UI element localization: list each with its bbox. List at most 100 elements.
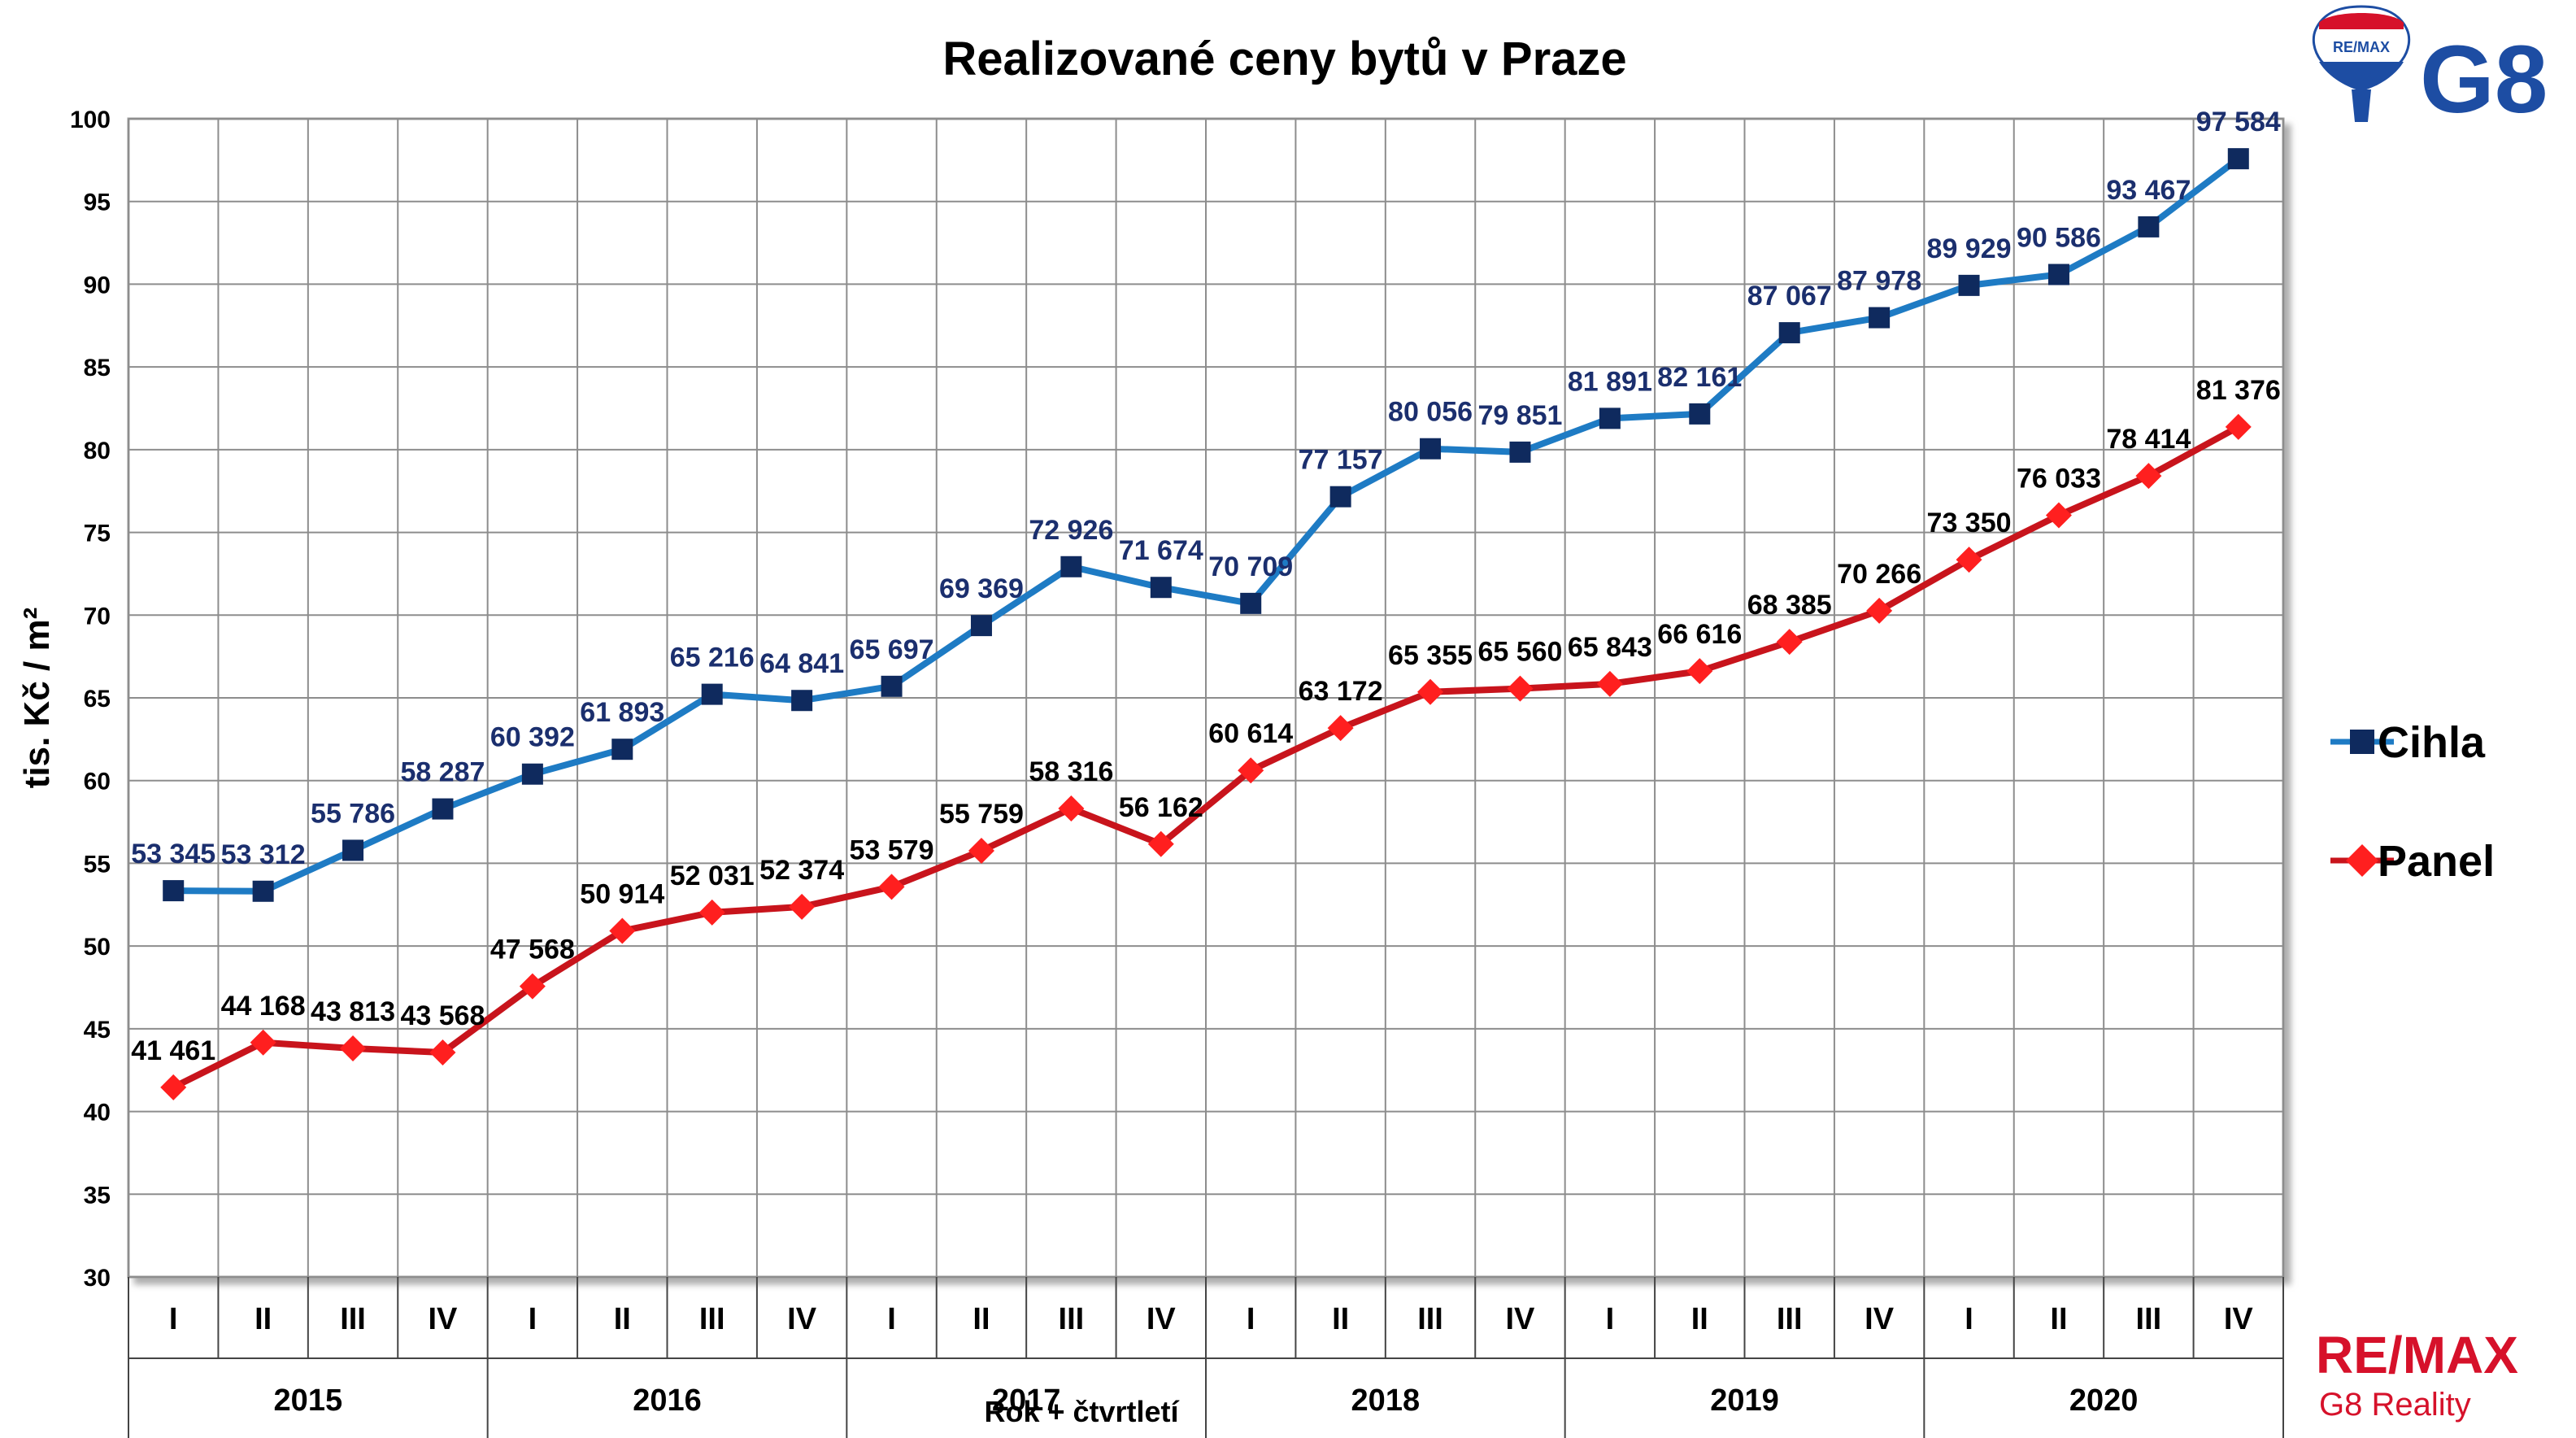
quarter-label: I: [1606, 1302, 1615, 1336]
data-label-cihla: 58 287: [400, 757, 485, 788]
year-label: 2016: [633, 1384, 702, 1418]
quarter-label: I: [1247, 1302, 1255, 1336]
data-label-cihla: 65 697: [850, 634, 934, 665]
y-tick-label: 80: [84, 438, 111, 464]
data-label-panel: 55 759: [939, 799, 1024, 830]
year-label: 2020: [2069, 1384, 2139, 1418]
data-point-cihla: [2227, 148, 2249, 170]
data-point-panel: [340, 1035, 367, 1062]
g8-reality-logo: G8 Reality: [2319, 1387, 2471, 1423]
year-label: 2015: [274, 1384, 343, 1418]
data-point-panel: [1866, 597, 1893, 624]
data-point-panel: [1776, 629, 1803, 656]
x-axis-title: Rok + čtvrtletí: [984, 1395, 1179, 1428]
data-label-cihla: 55 786: [311, 798, 395, 829]
data-point-cihla: [1509, 441, 1531, 463]
data-point-cihla: [2047, 264, 2069, 285]
data-label-panel: 53 579: [850, 834, 934, 865]
series-lines: [172, 155, 2241, 1091]
data-label-cihla: 93 467: [2106, 175, 2191, 206]
data-label-cihla: 87 067: [1747, 281, 1832, 312]
data-point-panel: [519, 973, 546, 1000]
data-point-panel: [429, 1039, 456, 1065]
data-label-cihla: 65 216: [670, 643, 755, 673]
data-label-cihla: 69 369: [939, 573, 1024, 604]
data-label-cihla: 79 851: [1477, 400, 1562, 431]
quarter-label: II: [614, 1302, 631, 1336]
quarter-label: III: [1777, 1302, 1803, 1336]
y-tick-label: 35: [84, 1182, 111, 1209]
data-point-panel: [1596, 670, 1623, 697]
data-point-cihla: [1060, 556, 1082, 577]
legend-label-panel: Panel: [2378, 837, 2495, 886]
data-point-panel: [878, 874, 905, 900]
year-label: 2019: [1710, 1384, 1779, 1418]
data-label-panel: 76 033: [2017, 464, 2101, 495]
legend-label-cihla: Cihla: [2378, 718, 2486, 767]
series-markers: [160, 148, 2252, 1100]
data-point-panel: [789, 893, 816, 920]
data-label-panel: 81 376: [2196, 375, 2281, 406]
legend-item-cihla: Cihla: [2330, 718, 2486, 767]
y-axis-title: tis. Kč / m²: [17, 608, 57, 789]
data-point-panel: [1686, 658, 1713, 685]
data-label-panel: 58 316: [1029, 756, 1113, 787]
data-label-panel: 65 355: [1388, 640, 1473, 671]
data-point-cihla: [2138, 216, 2160, 237]
data-point-cihla: [970, 615, 992, 637]
quarter-label: I: [1965, 1302, 1973, 1336]
data-point-cihla: [1958, 274, 1980, 296]
y-tick-labels: 30 35 40 45 50 55 60 65 70 75 80 85 90 95 100: [70, 107, 111, 1292]
g8-logo: G8: [2420, 26, 2548, 133]
data-point-panel: [1147, 830, 1174, 857]
quarter-label: IV: [1865, 1302, 1895, 1336]
chart-title: Realizované ceny bytů v Praze: [942, 33, 1626, 85]
data-label-panel: 78 414: [2106, 424, 2191, 455]
x-axis: I II III IV I II III IV I II III IV I II III IV I II III IV…: [128, 1277, 2284, 1438]
quarter-label: IV: [1147, 1302, 1177, 1336]
data-label-panel: 65 560: [1477, 637, 1562, 668]
data-point-cihla: [701, 683, 723, 705]
data-label-cihla: 64 841: [759, 648, 844, 679]
data-point-panel: [1238, 757, 1264, 784]
data-point-cihla: [1778, 322, 1800, 344]
quarter-label: III: [1417, 1302, 1443, 1336]
data-point-panel: [968, 837, 994, 864]
data-label-cihla: 72 926: [1029, 515, 1113, 546]
data-point-panel: [250, 1029, 276, 1056]
quarter-label: III: [340, 1302, 366, 1336]
data-point-panel: [1417, 678, 1444, 705]
y-tick-label: 95: [84, 190, 111, 216]
y-tick-label: 50: [84, 934, 111, 961]
data-label-cihla: 97 584: [2196, 107, 2281, 137]
quarter-label: II: [973, 1302, 990, 1336]
data-point-cihla: [1240, 592, 1262, 614]
series-line-cihla: [173, 155, 2241, 895]
data-label-cihla: 89 929: [1927, 233, 2012, 264]
data-point-panel: [698, 899, 725, 926]
data-label-panel: 70 266: [1837, 559, 1921, 590]
data-label-cihla: 71 674: [1119, 535, 1203, 566]
y-tick-label: 100: [70, 107, 111, 133]
data-point-cihla: [1599, 407, 1621, 429]
balloon-lettering: RE/MAX: [2333, 39, 2390, 55]
data-point-cihla: [1420, 438, 1442, 460]
y-tick-label: 65: [84, 686, 111, 712]
data-point-panel: [2225, 413, 2252, 440]
series-line-panel: [172, 424, 2240, 1091]
data-label-cihla: 87 978: [1837, 266, 1921, 297]
y-tick-label: 60: [84, 769, 111, 795]
data-label-panel: 73 350: [1927, 508, 2012, 538]
quarter-label: IV: [429, 1302, 459, 1336]
y-tick-label: 45: [84, 1017, 111, 1044]
data-label-cihla: 61 893: [580, 697, 664, 728]
remax-logo: RE/MAX: [2316, 1326, 2518, 1384]
data-label-panel: 65 843: [1568, 632, 1652, 663]
y-tick-label: 90: [84, 272, 111, 298]
data-label-panel: 66 616: [1657, 619, 1742, 650]
data-label-panel: 52 031: [670, 861, 755, 891]
data-label-panel: 63 172: [1299, 676, 1383, 707]
y-tick-label: 55: [84, 851, 111, 878]
